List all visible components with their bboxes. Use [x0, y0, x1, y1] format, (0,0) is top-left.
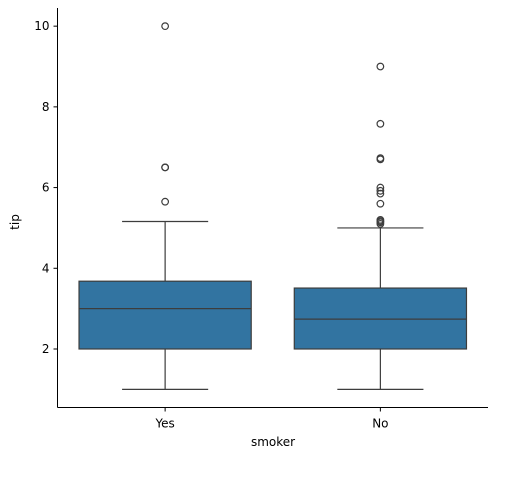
box-iqr	[78, 280, 252, 350]
y-axis-label: tip	[8, 214, 22, 230]
outlier-point	[161, 197, 170, 206]
axes	[57, 8, 488, 408]
outlier-point	[376, 199, 385, 208]
y-tick-label: 4	[42, 261, 50, 275]
y-tick-label: 10	[34, 19, 49, 33]
outlier-point	[376, 219, 385, 228]
outlier-point	[376, 155, 385, 164]
box-iqr	[293, 287, 468, 350]
outlier-point	[161, 163, 170, 172]
box-group-no	[293, 62, 468, 390]
y-tick-label: 2	[42, 342, 50, 356]
y-tick-label: 8	[42, 100, 50, 114]
outlier-point	[376, 189, 385, 198]
outlier-point	[376, 62, 385, 71]
y-tick-label: 6	[42, 181, 50, 195]
x-tick-label: No	[372, 417, 388, 431]
plot-area	[78, 22, 468, 390]
ticks: Yes No 2 4 6 8 10	[34, 19, 388, 430]
outlier-point	[376, 186, 385, 195]
box-group-yes	[78, 22, 252, 390]
outlier-point	[376, 119, 385, 128]
x-tick-label: Yes	[154, 417, 174, 431]
x-axis-label: smoker	[251, 435, 295, 449]
outlier-point	[161, 22, 170, 31]
